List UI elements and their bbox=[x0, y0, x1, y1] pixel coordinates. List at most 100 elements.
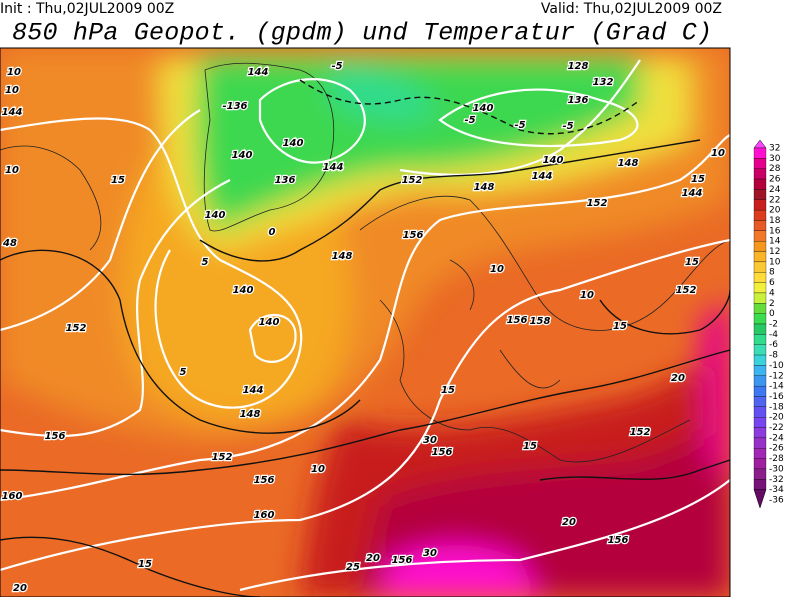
colorbar-label: -26 bbox=[769, 444, 784, 454]
colorbar-swatch bbox=[753, 427, 767, 439]
contour-label: 144 bbox=[532, 171, 553, 182]
colorbar-swatch bbox=[753, 251, 767, 263]
colorbar-label: -28 bbox=[769, 454, 784, 464]
colorbar-swatch bbox=[753, 448, 767, 459]
contour-label: 15 bbox=[111, 175, 125, 186]
colorbar-label: -6 bbox=[769, 340, 778, 350]
colorbar-label: 26 bbox=[769, 175, 781, 185]
contour-label: 132 bbox=[593, 77, 614, 88]
contour-label: 140 bbox=[232, 150, 253, 161]
contour-label: 140 bbox=[543, 155, 564, 166]
contour-label: 15 bbox=[138, 559, 152, 570]
colorbar-label: 0 bbox=[769, 309, 775, 319]
colorbar-label: -12 bbox=[769, 371, 784, 381]
contour-label: 156 bbox=[507, 315, 528, 326]
contour-label: 15 bbox=[685, 257, 699, 268]
contour-label: 156 bbox=[254, 475, 275, 486]
coastlines bbox=[0, 62, 730, 463]
contour-label: 20 bbox=[671, 373, 685, 384]
colorbar-label: -2 bbox=[769, 320, 778, 330]
contour-label: 148 bbox=[474, 182, 495, 193]
colorbar-swatch bbox=[753, 220, 767, 231]
contour-label: 160 bbox=[2, 491, 23, 502]
contour-label: -5 bbox=[464, 115, 475, 126]
contour-label: -5 bbox=[514, 120, 525, 131]
contour-label: -5 bbox=[562, 121, 573, 132]
contour-label: 5 bbox=[180, 367, 187, 378]
colorbar-label: 2 bbox=[769, 299, 775, 309]
colorbar-label: -14 bbox=[769, 382, 784, 392]
geopotential-contours bbox=[0, 59, 730, 592]
map-title: 850 hPa Geopot. (gpdm) und Temperatur (G… bbox=[12, 19, 712, 48]
colorbar-label: -32 bbox=[769, 475, 784, 485]
colorbar-swatch bbox=[753, 479, 767, 490]
contour-label: 10 bbox=[311, 464, 325, 475]
colorbar-arrow bbox=[753, 489, 767, 509]
colorbar-label: 22 bbox=[769, 195, 780, 205]
colorbar-label: -20 bbox=[769, 413, 784, 423]
colorbar-swatch bbox=[753, 313, 767, 325]
colorbar-swatch bbox=[753, 147, 767, 159]
temperature-contours bbox=[0, 79, 730, 597]
colorbar-swatch bbox=[753, 468, 767, 480]
valid-time: Valid: Thu,02JUL2009 00Z bbox=[541, 1, 722, 17]
contour-label: 48 bbox=[2, 238, 17, 249]
contour-label: 156 bbox=[45, 431, 66, 442]
colorbar-swatch bbox=[753, 282, 767, 294]
colorbar-swatch bbox=[753, 375, 767, 387]
contour-label: 156 bbox=[403, 230, 424, 241]
colorbar-label: -18 bbox=[769, 402, 784, 412]
colorbar-swatch bbox=[753, 334, 767, 345]
colorbar-swatch bbox=[753, 406, 767, 418]
contour-label: 10 bbox=[711, 148, 725, 159]
contour-label: 5 bbox=[202, 257, 209, 268]
colorbar-swatch bbox=[753, 292, 767, 304]
colorbar-label: -8 bbox=[769, 351, 778, 361]
colorbar-label: -10 bbox=[769, 361, 784, 371]
contour-label: 152 bbox=[630, 427, 651, 438]
contour-label: 144 bbox=[243, 385, 264, 396]
colorbar-swatch bbox=[753, 458, 767, 470]
contour-label: 15 bbox=[691, 174, 705, 185]
contour-label: 156 bbox=[608, 535, 629, 546]
colorbar-label: -24 bbox=[769, 433, 784, 443]
colorbar: 32302826242220181614121086420-2-4-6-8-10… bbox=[753, 139, 784, 509]
contour-label: 15 bbox=[613, 321, 627, 332]
contour-label: 15 bbox=[523, 441, 537, 452]
colorbar-swatch bbox=[753, 272, 767, 283]
colorbar-swatch bbox=[753, 261, 767, 273]
contour-label: 144 bbox=[682, 188, 703, 199]
contour-label: 140 bbox=[259, 317, 280, 328]
contour-label: 25 bbox=[346, 562, 360, 573]
colorbar-label: -30 bbox=[769, 464, 784, 474]
contour-label: 152 bbox=[587, 198, 608, 209]
colorbar-label: 4 bbox=[769, 288, 775, 298]
colorbar-swatch bbox=[753, 323, 767, 335]
colorbar-swatch bbox=[753, 396, 767, 407]
colorbar-swatch bbox=[753, 241, 767, 252]
colorbar-label: 20 bbox=[769, 206, 781, 216]
colorbar-swatch bbox=[753, 178, 767, 190]
contour-label: 156 bbox=[392, 555, 413, 566]
contour-label: 158 bbox=[530, 316, 551, 327]
contour-label: 20 bbox=[366, 553, 380, 564]
contour-label: 144 bbox=[248, 67, 269, 78]
colorbar-label: 18 bbox=[769, 216, 781, 226]
colorbar-swatch bbox=[753, 385, 767, 397]
contour-label: -5 bbox=[331, 61, 342, 72]
colorbar-swatch bbox=[753, 437, 767, 449]
contour-label: 140 bbox=[205, 210, 226, 221]
contour-label: 148 bbox=[240, 409, 261, 420]
contour-label: 152 bbox=[676, 285, 697, 296]
colorbar-swatch bbox=[753, 354, 767, 366]
colorbar-label: -16 bbox=[769, 392, 784, 402]
contour-label: 144 bbox=[323, 162, 344, 173]
contour-label: 148 bbox=[332, 251, 353, 262]
colorbar-label: 8 bbox=[769, 268, 775, 278]
contour-label: 152 bbox=[66, 323, 87, 334]
colorbar-swatch bbox=[753, 303, 767, 314]
contour-label: 20 bbox=[562, 517, 576, 528]
contour-label: 140 bbox=[283, 138, 304, 149]
contour-label: 0 bbox=[269, 227, 276, 238]
